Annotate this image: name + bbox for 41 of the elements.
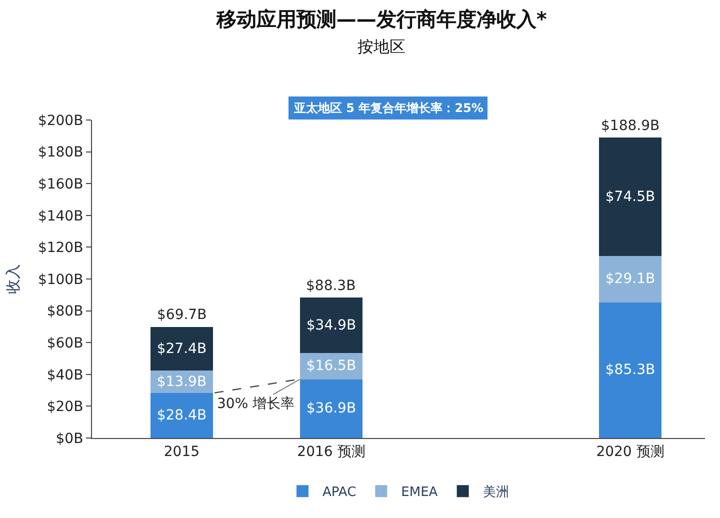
bar — [300, 298, 363, 354]
annotation: 30% 增长率 — [217, 396, 295, 412]
bar — [150, 392, 214, 438]
y-tick-label: $200B — [38, 112, 84, 129]
bar — [598, 256, 662, 302]
data-label: $16.5B — [306, 358, 356, 374]
y-tick-label: $40B — [46, 367, 84, 384]
data-label: $28.4B — [156, 407, 207, 424]
chart-title: 移动应用预测——发行商年度净收入* — [215, 6, 548, 31]
y-axis-title: 收入 — [4, 264, 22, 294]
x-tick-label: 2016 预测 — [297, 444, 366, 460]
y-tick-label: $20B — [46, 399, 84, 416]
legend-label: 美洲 — [482, 484, 509, 500]
data-label: $13.9B — [156, 374, 207, 390]
legend-label: APAC — [322, 485, 356, 500]
total-label: $69.7B — [157, 307, 207, 323]
y-tick-label: $80B — [46, 304, 84, 320]
y-tick-label: $100B — [38, 272, 84, 288]
x-tick-label: 2020 预测 — [596, 444, 664, 460]
data-label: $74.5B — [605, 188, 656, 205]
total-label: $88.3B — [306, 278, 356, 294]
y-tick-label: $60B — [46, 336, 84, 352]
bar — [300, 379, 363, 438]
bar — [598, 302, 662, 438]
data-label: $27.4B — [156, 340, 207, 357]
data-label: $34.9B — [306, 317, 356, 334]
total-label: $188.9B — [601, 118, 660, 134]
text: 亚太地区 5 年复合年增长率：25% — [293, 101, 484, 115]
bar — [598, 138, 662, 256]
chart-subtitle: 按地区 — [358, 36, 406, 56]
y-tick-label: $0B — [56, 430, 84, 447]
data-label: $36.9B — [306, 400, 356, 417]
data-label: $85.3B — [605, 362, 656, 378]
y-tick-label: $120B — [38, 240, 84, 256]
x-tick-label: 2015 — [164, 444, 200, 460]
y-tick-label: $160B — [38, 176, 84, 192]
legend-label: EMEA — [401, 485, 438, 500]
y-tick-label: $140B — [38, 208, 84, 224]
bar — [150, 327, 214, 371]
y-tick-label: $180B — [38, 144, 84, 161]
data-label: $29.1B — [605, 271, 656, 288]
